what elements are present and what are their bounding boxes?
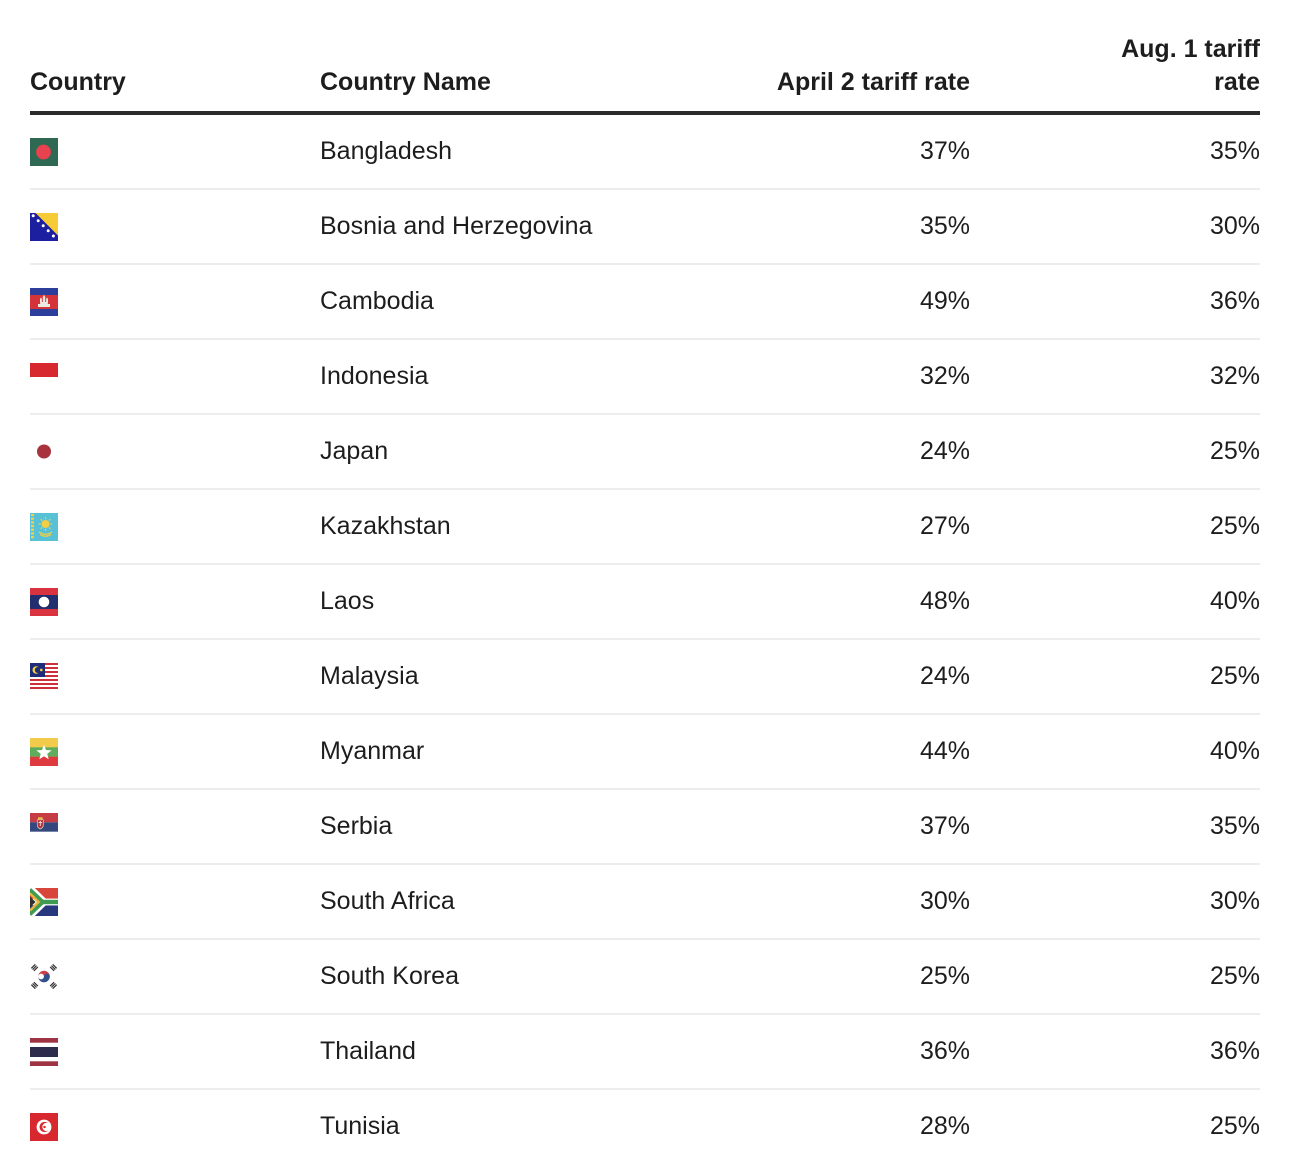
table-row: Cambodia 49% 36% [30, 264, 1260, 340]
country-name-cell: Indonesia [320, 339, 660, 415]
aug1-rate-cell: 25% [970, 489, 1260, 565]
south-korea-flag-icon [30, 962, 58, 991]
april2-rate-cell: 35% [660, 189, 970, 265]
country-name-cell: South Africa [320, 864, 660, 940]
country-name-cell: Malaysia [320, 639, 660, 715]
table-row: Indonesia 32% 32% [30, 339, 1260, 415]
country-name-cell: South Korea [320, 939, 660, 1015]
table-row: Thailand 36% 36% [30, 1014, 1260, 1090]
thailand-flag-icon [30, 1037, 58, 1066]
table-row: Serbia 37% 35% [30, 789, 1260, 865]
country-name-cell: Japan [320, 414, 660, 490]
country-name-cell: Serbia [320, 789, 660, 865]
april2-rate-cell: 25% [660, 939, 970, 1015]
aug1-rate-cell: 35% [970, 113, 1260, 190]
country-flag-cell [30, 714, 320, 790]
malaysia-flag-icon [30, 662, 58, 691]
country-name-cell: Tunisia [320, 1112, 400, 1140]
column-header-country: Country [30, 0, 320, 115]
table-row: South Africa 30% 30% [30, 864, 1260, 940]
april2-rate-cell: 28% [919, 1112, 970, 1140]
column-header-aug1-rate-label: Aug. 1 tariff rate [1121, 35, 1260, 96]
april2-rate-cell: 24% [660, 639, 970, 715]
aug1-rate-cell: 35% [970, 789, 1260, 865]
april2-rate-cell: 30% [660, 864, 970, 940]
country-flag-cell [30, 1089, 320, 1163]
aug1-rate-cell: 25% [970, 939, 1260, 1015]
bangladesh-flag-icon [30, 137, 58, 166]
tunisia-flag-icon [30, 1112, 58, 1141]
table-row: Japan 24% 25% [30, 414, 1260, 490]
country-name-cell: Myanmar [320, 714, 660, 790]
column-header-country-name: Country Name [320, 0, 660, 115]
april2-rate-cell: 37% [660, 113, 970, 190]
bosnia-herzegovina-flag-icon [30, 212, 58, 241]
table-row: Bangladesh 37% 35% [30, 113, 1260, 190]
south-africa-flag-icon [30, 887, 58, 916]
country-name-cell: Kazakhstan [320, 489, 660, 565]
april2-rate-cell: 48% [660, 564, 970, 640]
april2-rate-cell: 27% [660, 489, 970, 565]
april2-rate-cell: 36% [660, 1014, 970, 1090]
april2-rate-cell: 49% [660, 264, 970, 340]
country-flag-cell [30, 939, 320, 1015]
country-name-cell: Laos [320, 564, 660, 640]
country-flag-cell [30, 113, 320, 190]
indonesia-flag-icon [30, 362, 58, 391]
laos-flag-icon [30, 587, 58, 616]
country-flag-cell [30, 1014, 320, 1090]
country-flag-cell [30, 189, 320, 265]
kazakhstan-flag-icon [30, 512, 58, 541]
country-flag-cell [30, 414, 320, 490]
country-name-cell: Bosnia and Herzegovina [320, 189, 660, 265]
country-flag-cell [30, 564, 320, 640]
table-row: South Korea 25% 25% [30, 939, 1260, 1015]
april2-rate-cell: 24% [660, 414, 970, 490]
column-header-aug1-rate: Aug. 1 tariff rate [970, 0, 1260, 115]
country-flag-cell [30, 789, 320, 865]
country-flag-cell [30, 264, 320, 340]
aug1-rate-cell: 36% [970, 1014, 1260, 1090]
tariff-table: Country Country Name April 2 tariff rate… [30, 0, 1260, 1163]
cambodia-flag-icon [30, 287, 58, 316]
table-row: Kazakhstan 27% 25% [30, 489, 1260, 565]
aug1-rate-cell: 40% [970, 714, 1260, 790]
country-name-cell: Bangladesh [320, 113, 660, 190]
table-row: Malaysia 24% 25% [30, 639, 1260, 715]
japan-flag-icon [30, 437, 58, 466]
header-row: Country Country Name April 2 tariff rate… [30, 0, 1260, 115]
country-flag-cell [30, 489, 320, 565]
aug1-rate-cell: 40% [970, 564, 1260, 640]
table-row: Bosnia and Herzegovina 35% 30% [30, 189, 1260, 265]
country-name-cell: Thailand [320, 1014, 660, 1090]
april2-rate-cell: 32% [660, 339, 970, 415]
country-flag-cell [30, 639, 320, 715]
table-row: Tunisia 28% 25% [30, 1089, 1260, 1163]
aug1-rate-cell: 25% [970, 639, 1260, 715]
country-flag-cell [30, 864, 320, 940]
aug1-rate-cell: 25% [970, 414, 1260, 490]
aug1-rate-cell: 30% [970, 864, 1260, 940]
table-row: Laos 48% 40% [30, 564, 1260, 640]
column-header-april2-rate: April 2 tariff rate [660, 0, 970, 115]
table-row: Myanmar 44% 40% [30, 714, 1260, 790]
table-header: Country Country Name April 2 tariff rate… [30, 0, 1260, 115]
country-flag-cell [30, 339, 320, 415]
serbia-flag-icon [30, 812, 58, 841]
myanmar-flag-icon [30, 737, 58, 766]
table-body: Bangladesh 37% 35% Bosnia and Herzegovin… [30, 113, 1260, 1163]
april2-rate-cell: 44% [660, 714, 970, 790]
aug1-rate-cell: 36% [970, 264, 1260, 340]
aug1-rate-cell: 30% [970, 189, 1260, 265]
aug1-rate-cell: 25% [1209, 1112, 1260, 1140]
april2-rate-cell: 37% [660, 789, 970, 865]
aug1-rate-cell: 32% [970, 339, 1260, 415]
country-name-cell: Cambodia [320, 264, 660, 340]
